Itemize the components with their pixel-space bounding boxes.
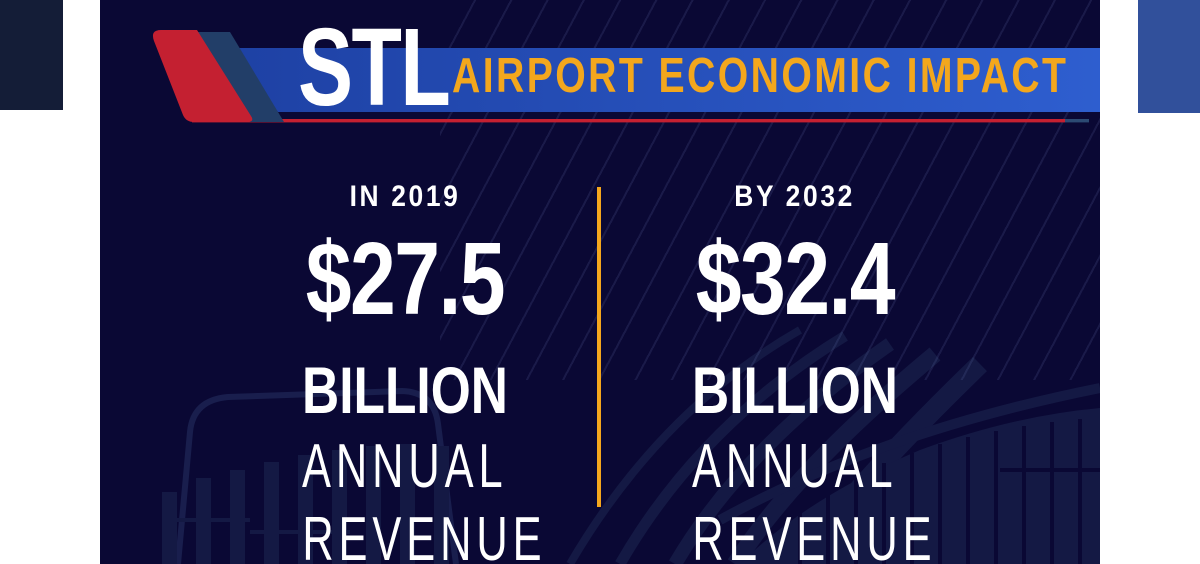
stat-amount: $32.4 — [695, 221, 896, 336]
mullions-left — [162, 444, 449, 564]
corner-accent-square-right — [1138, 0, 1200, 113]
header-banner — [152, 30, 1100, 123]
column-divider — [597, 187, 601, 507]
swoosh-navy-stripe — [196, 32, 284, 122]
stat-desc-line2: REVENUE — [692, 505, 937, 564]
stat-label: BY 2032 — [734, 180, 856, 213]
stat-label: IN 2019 — [349, 180, 461, 213]
stat-desc-line2: REVENUE — [302, 505, 547, 564]
stat-column-2032: BY 2032 $32.4 BILLION ANNUAL REVENUE — [640, 180, 950, 564]
stat-unit: BILLION — [302, 353, 508, 427]
banner-underline-red — [192, 119, 1065, 123]
corner-accent-square-left — [0, 0, 63, 110]
infographic-panel: STL AIRPORT ECONOMIC IMPACT IN 2019 $27.… — [100, 0, 1100, 564]
stat-desc-line1: ANNUAL — [692, 432, 898, 501]
stat-desc-line1: ANNUAL — [302, 432, 508, 501]
stat-amount: $27.5 — [305, 221, 506, 336]
airport-code: STL — [298, 6, 451, 129]
stat-column-2019: IN 2019 $27.5 BILLION ANNUAL REVENUE — [250, 180, 560, 564]
terminal-illustration — [162, 326, 1100, 564]
mullions-right — [798, 419, 1100, 564]
banner-underline-navy-tip — [1065, 119, 1089, 123]
stat-unit: BILLION — [692, 353, 898, 427]
swoosh-red-tail — [152, 30, 253, 122]
banner-blue-band — [229, 48, 1100, 112]
page-title: AIRPORT ECONOMIC IMPACT — [452, 49, 1069, 103]
